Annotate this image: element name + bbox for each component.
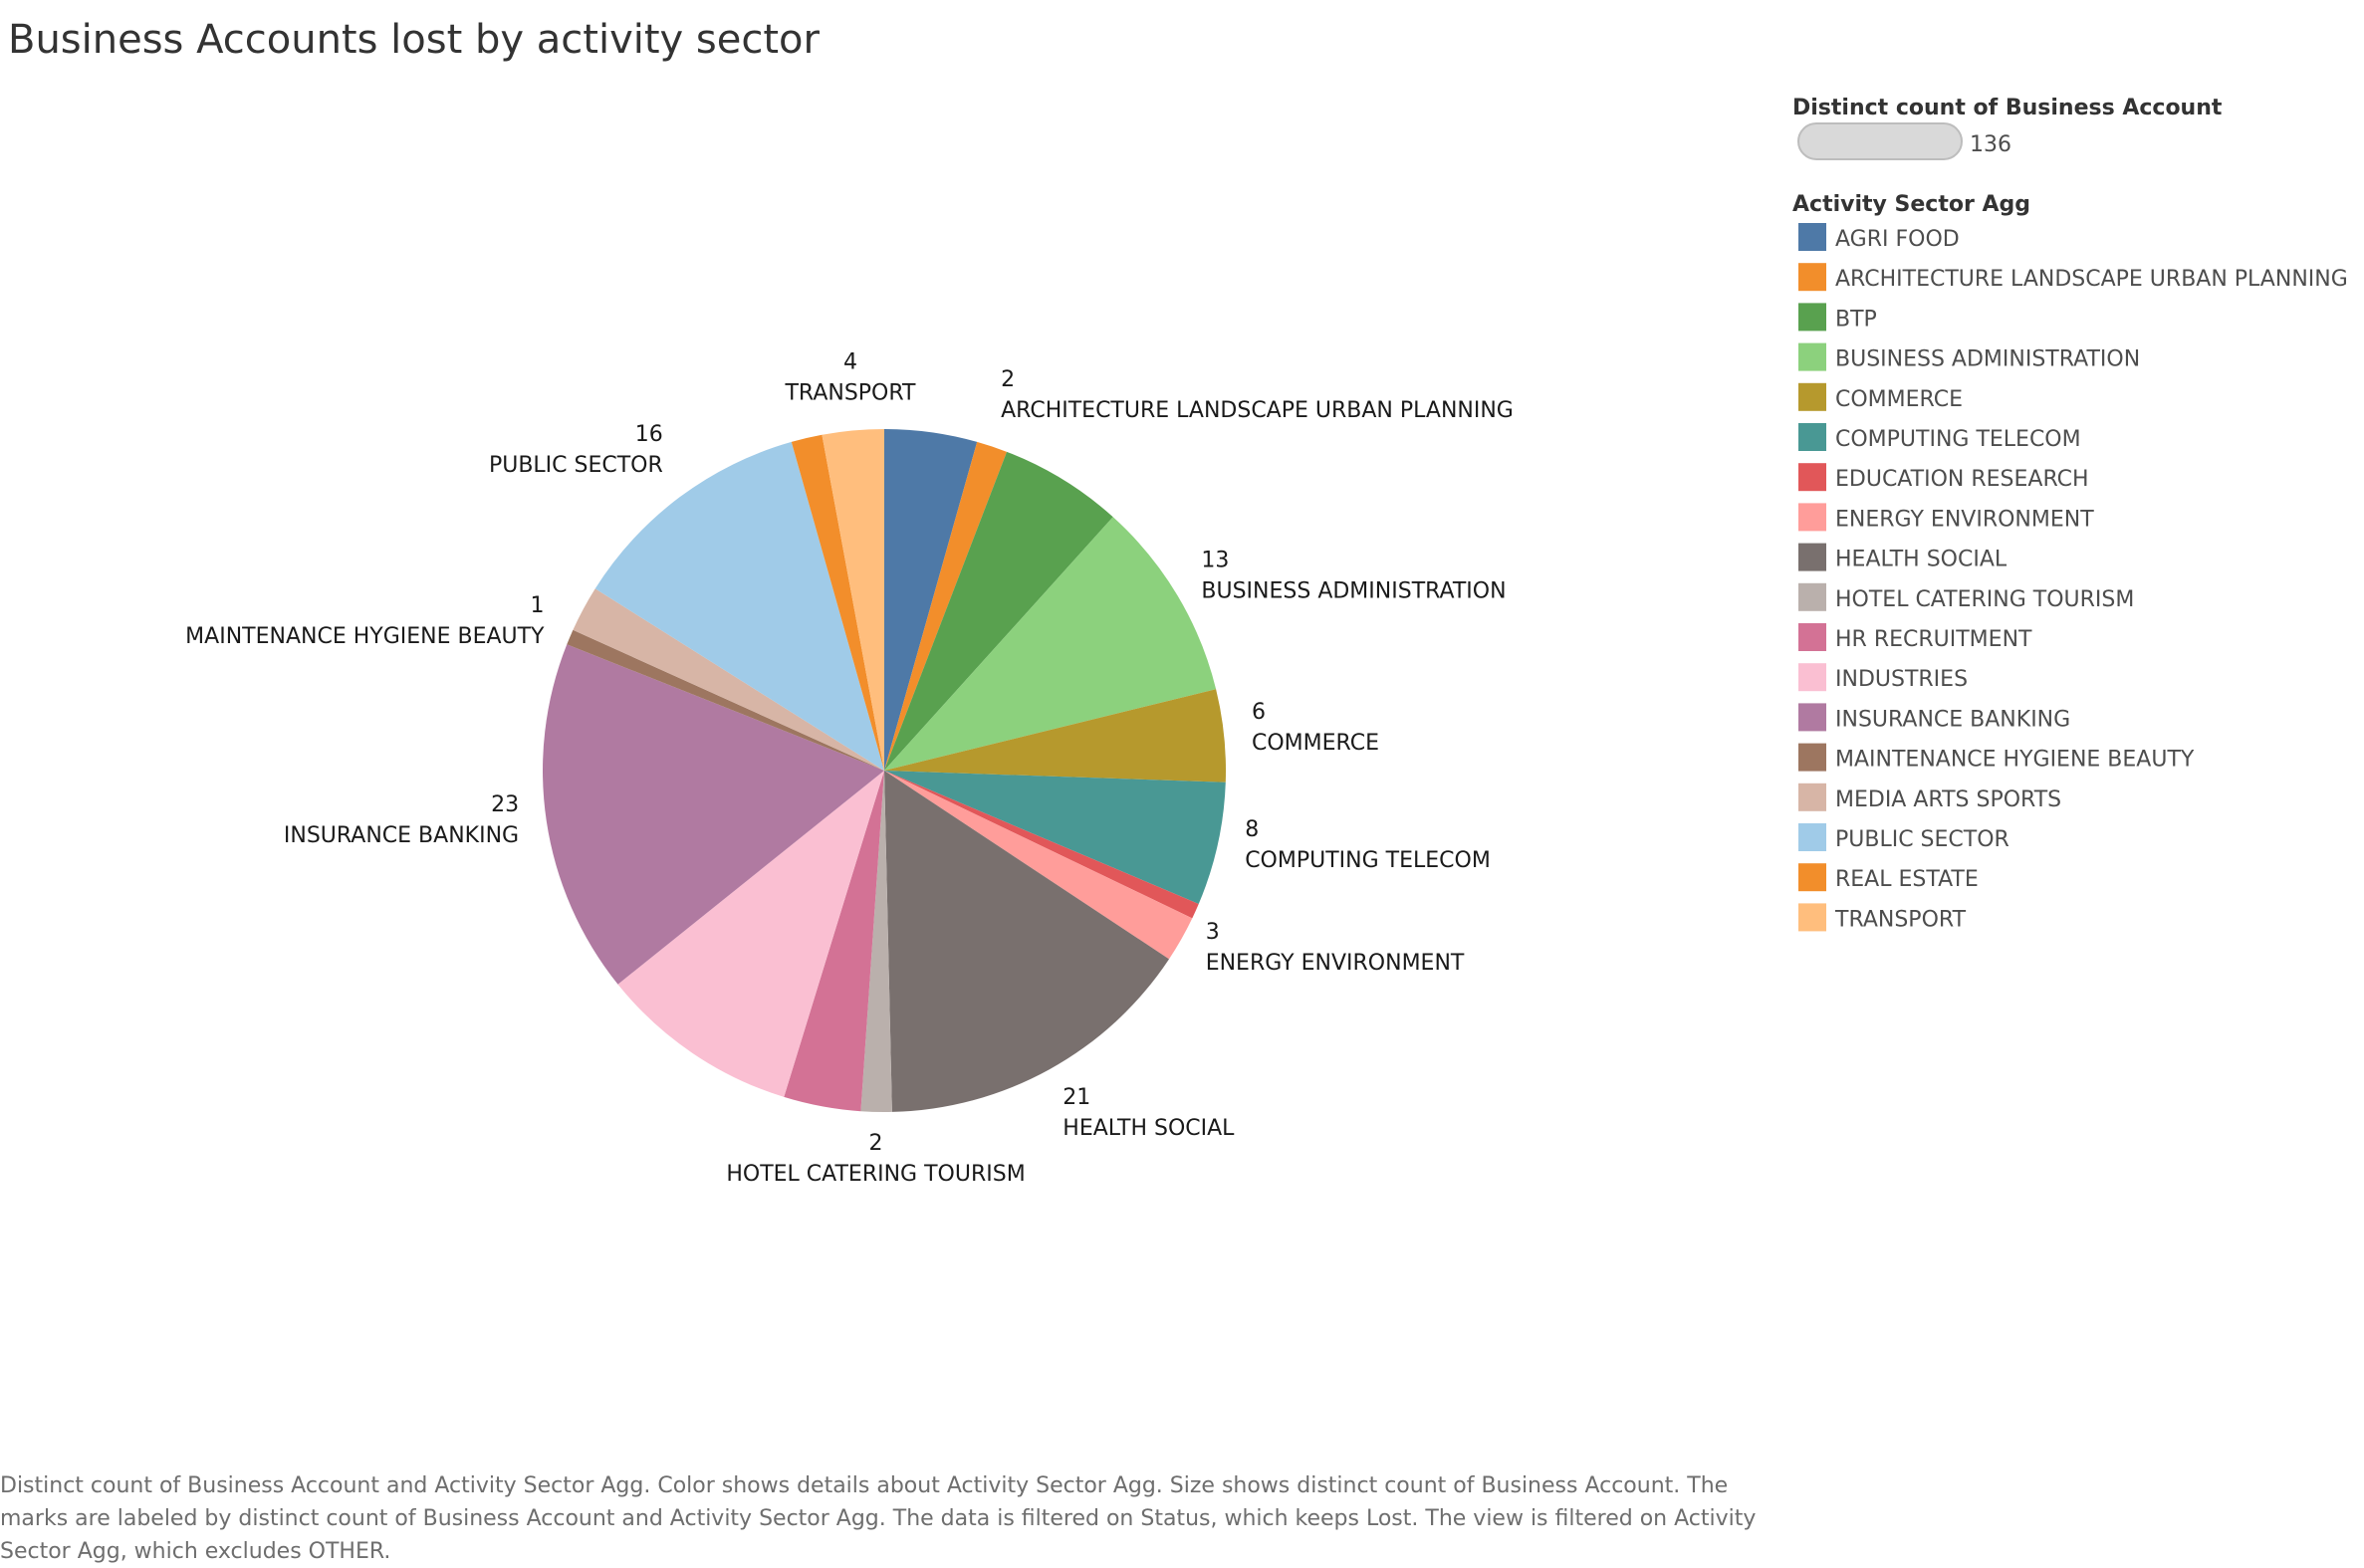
pie-category-label: PUBLIC SECTOR <box>489 453 663 478</box>
pie-slice-hotel-catering-tourism[interactable] <box>860 771 892 1113</box>
pie-value-label: 2 <box>869 1131 883 1156</box>
pie-category-label: INSURANCE BANKING <box>284 823 519 848</box>
pie-slice-energy-environment[interactable] <box>884 771 1193 960</box>
legend-label[interactable]: COMPUTING TELECOM <box>1835 427 2081 452</box>
pie-slice-computing-telecom[interactable] <box>884 771 1226 904</box>
legend-label[interactable]: MAINTENANCE HYGIENE BEAUTY <box>1835 748 2195 773</box>
pie-slices <box>542 429 1227 1113</box>
pie-value-label: 21 <box>1063 1085 1090 1110</box>
pie-category-label: HEALTH SOCIAL <box>1063 1116 1235 1141</box>
pie-slice-transport[interactable] <box>822 429 884 771</box>
pie-value-label: 13 <box>1201 549 1229 573</box>
pie-category-label: COMPUTING TELECOM <box>1245 848 1491 873</box>
pie-category-label: ENERGY ENVIRONMENT <box>1206 951 1465 976</box>
pie-slice-commerce[interactable] <box>884 689 1227 783</box>
legend-swatch[interactable] <box>1798 743 1826 772</box>
legend-label[interactable]: MEDIA ARTS SPORTS <box>1835 787 2061 812</box>
color-legend-title: Activity Sector Agg <box>1792 192 2030 217</box>
pie-slice-insurance-banking[interactable] <box>542 644 884 985</box>
pie-slice-public-sector[interactable] <box>594 441 884 771</box>
legend-label[interactable]: INSURANCE BANKING <box>1835 707 2070 732</box>
legend-label[interactable]: EDUCATION RESEARCH <box>1835 467 2089 492</box>
pie-category-label: BUSINESS ADMINISTRATION <box>1201 579 1506 604</box>
legend-swatch[interactable] <box>1798 903 1826 932</box>
legend-swatch[interactable] <box>1798 382 1826 411</box>
legend-swatch[interactable] <box>1798 623 1826 651</box>
legend-swatch[interactable] <box>1798 663 1826 692</box>
legend-swatch[interactable] <box>1798 582 1826 611</box>
legend-swatch[interactable] <box>1798 303 1826 332</box>
legend-label[interactable]: INDUSTRIES <box>1835 667 1968 692</box>
pie-category-label: MAINTENANCE HYGIENE BEAUTY <box>185 624 545 649</box>
legend-swatch[interactable] <box>1798 263 1826 292</box>
pie-category-label: HOTEL CATERING TOURISM <box>726 1162 1025 1187</box>
legend-swatch[interactable] <box>1798 783 1826 811</box>
legend-label[interactable]: REAL ESTATE <box>1835 867 1979 892</box>
legend-swatch[interactable] <box>1798 703 1826 732</box>
pie-category-label: ARCHITECTURE LANDSCAPE URBAN PLANNING <box>1001 398 1514 423</box>
color-legend-items: AGRI FOOD ARCHITECTURE LANDSCAPE URBAN PL… <box>1798 223 2348 932</box>
legend-label[interactable]: AGRI FOOD <box>1835 227 1960 252</box>
pie-slice-real-estate[interactable] <box>791 434 884 771</box>
pie-slice-education-research[interactable] <box>884 771 1199 919</box>
pie-slice-industries[interactable] <box>617 771 884 1097</box>
legend-label[interactable]: HR RECRUITMENT <box>1835 627 2032 652</box>
legend-swatch[interactable] <box>1798 543 1826 571</box>
pie-value-label: 8 <box>1245 817 1259 842</box>
chart-caption: Distinct count of Business Account and A… <box>0 1473 1757 1564</box>
legend-label[interactable]: HEALTH SOCIAL <box>1835 548 2008 572</box>
legend-label[interactable]: PUBLIC SECTOR <box>1835 827 2009 852</box>
pie-value-label: 3 <box>1206 920 1220 945</box>
size-legend-swatch <box>1797 122 1963 160</box>
legend-swatch[interactable] <box>1798 463 1826 492</box>
pie-slice-btp[interactable] <box>884 451 1113 771</box>
pie-value-label: 2 <box>1001 367 1015 392</box>
pie-value-label: 4 <box>843 350 857 375</box>
legend-label[interactable]: BUSINESS ADMINISTRATION <box>1835 347 2140 372</box>
pie-slice-media-arts-sports[interactable] <box>573 588 884 771</box>
legend-swatch[interactable] <box>1798 823 1826 851</box>
size-legend-title: Distinct count of Business Account <box>1792 96 2223 120</box>
pie-slice-architecture-landscape-urban-planning[interactable] <box>884 441 1008 771</box>
legend-label[interactable]: COMMERCE <box>1835 387 1963 412</box>
pie-slice-agri-food[interactable] <box>884 429 978 771</box>
legend-swatch[interactable] <box>1798 342 1826 371</box>
legend-label[interactable]: ENERGY ENVIRONMENT <box>1835 507 2094 532</box>
pie-slice-hr-recruitment[interactable] <box>784 771 884 1112</box>
chart-title: Business Accounts lost by activity secto… <box>8 17 821 63</box>
legend-swatch[interactable] <box>1798 863 1826 892</box>
pie-value-label: 1 <box>531 593 545 618</box>
size-legend-value: 136 <box>1970 132 2011 157</box>
legend-label[interactable]: ARCHITECTURE LANDSCAPE URBAN PLANNING <box>1835 267 2348 292</box>
pie-category-label: COMMERCE <box>1252 731 1379 756</box>
pie-value-label: 6 <box>1252 700 1266 725</box>
pie-category-label: TRANSPORT <box>784 381 916 406</box>
legend-swatch[interactable] <box>1798 423 1826 451</box>
legend: Distinct count of Business Account 136 A… <box>1792 96 2348 932</box>
legend-swatch[interactable] <box>1798 223 1826 251</box>
pie-slice-business-administration[interactable] <box>884 517 1217 771</box>
pie-slice-maintenance-hygiene-beauty[interactable] <box>567 629 884 771</box>
pie-value-label: 23 <box>491 792 519 817</box>
legend-label[interactable]: HOTEL CATERING TOURISM <box>1835 587 2134 612</box>
legend-label[interactable]: TRANSPORT <box>1834 907 1967 932</box>
legend-swatch[interactable] <box>1798 503 1826 532</box>
pie-slice-health-social[interactable] <box>884 771 1170 1112</box>
legend-label[interactable]: BTP <box>1835 307 1877 332</box>
pie-value-label: 16 <box>635 422 663 447</box>
